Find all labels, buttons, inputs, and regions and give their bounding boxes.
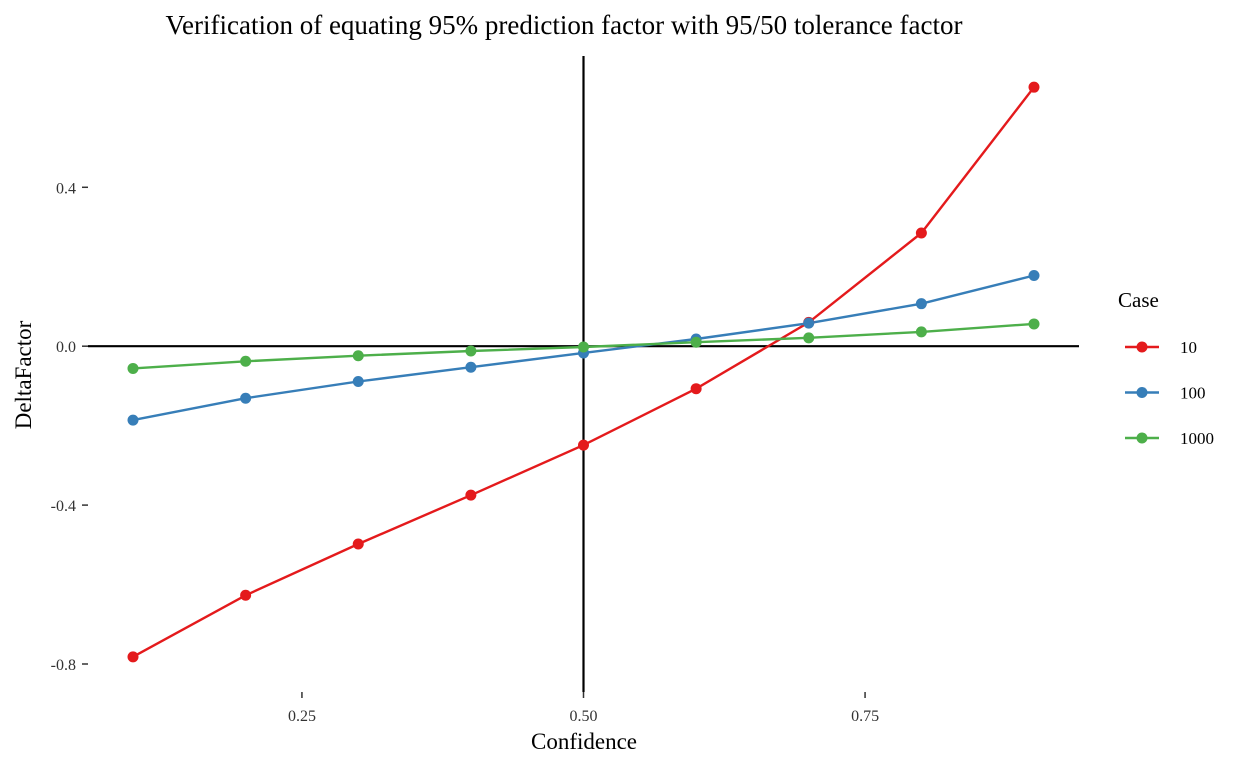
data-point-1000 bbox=[1028, 318, 1040, 330]
data-point-1000 bbox=[803, 332, 815, 344]
data-point-100 bbox=[465, 361, 477, 373]
legend-label-100: 100 bbox=[1180, 384, 1206, 403]
legend-label-10: 10 bbox=[1180, 338, 1197, 357]
data-point-100 bbox=[127, 414, 139, 426]
legend: Case 10 100 1000 bbox=[1118, 288, 1214, 448]
data-point-10 bbox=[1028, 81, 1040, 93]
y-tick-label: 0.0 bbox=[56, 339, 76, 356]
legend-title: Case bbox=[1118, 288, 1159, 312]
x-tick-label: 0.25 bbox=[288, 708, 316, 725]
x-tick-label: 0.75 bbox=[851, 708, 879, 725]
data-point-100 bbox=[240, 392, 252, 404]
y-axis-title: DeltaFactor bbox=[11, 320, 36, 429]
data-point-100 bbox=[803, 317, 815, 329]
y-tick-label: 0.4 bbox=[56, 180, 76, 197]
data-point-100 bbox=[915, 298, 927, 310]
data-point-100 bbox=[352, 376, 364, 388]
legend-key-point-10 bbox=[1136, 341, 1148, 353]
data-point-10 bbox=[465, 489, 477, 501]
chart-title: Verification of equating 95% prediction … bbox=[166, 10, 963, 40]
plot-area: 0.4 0.0 -0.4 -0.8 0.25 0.50 0.75 bbox=[51, 56, 1079, 725]
data-point-10 bbox=[127, 651, 139, 663]
y-tick-label: -0.8 bbox=[51, 657, 76, 674]
data-point-1000 bbox=[127, 362, 139, 374]
data-point-100 bbox=[1028, 269, 1040, 281]
y-tick-label: -0.4 bbox=[51, 498, 76, 515]
data-point-1000 bbox=[352, 350, 364, 362]
x-tick-label: 0.50 bbox=[570, 708, 598, 725]
legend-key-point-1000 bbox=[1136, 432, 1148, 444]
data-point-10 bbox=[690, 383, 702, 395]
data-point-1000 bbox=[578, 341, 589, 353]
x-axis-title: Confidence bbox=[531, 729, 637, 754]
legend-label-1000: 1000 bbox=[1180, 429, 1214, 448]
data-point-10 bbox=[578, 439, 589, 451]
data-point-10 bbox=[352, 538, 364, 550]
data-point-1000 bbox=[240, 355, 252, 367]
data-point-10 bbox=[240, 589, 252, 601]
data-point-1000 bbox=[690, 336, 702, 348]
legend-key-point-100 bbox=[1136, 387, 1148, 398]
data-point-10 bbox=[915, 227, 927, 239]
data-point-1000 bbox=[915, 326, 927, 338]
data-point-1000 bbox=[465, 345, 477, 357]
